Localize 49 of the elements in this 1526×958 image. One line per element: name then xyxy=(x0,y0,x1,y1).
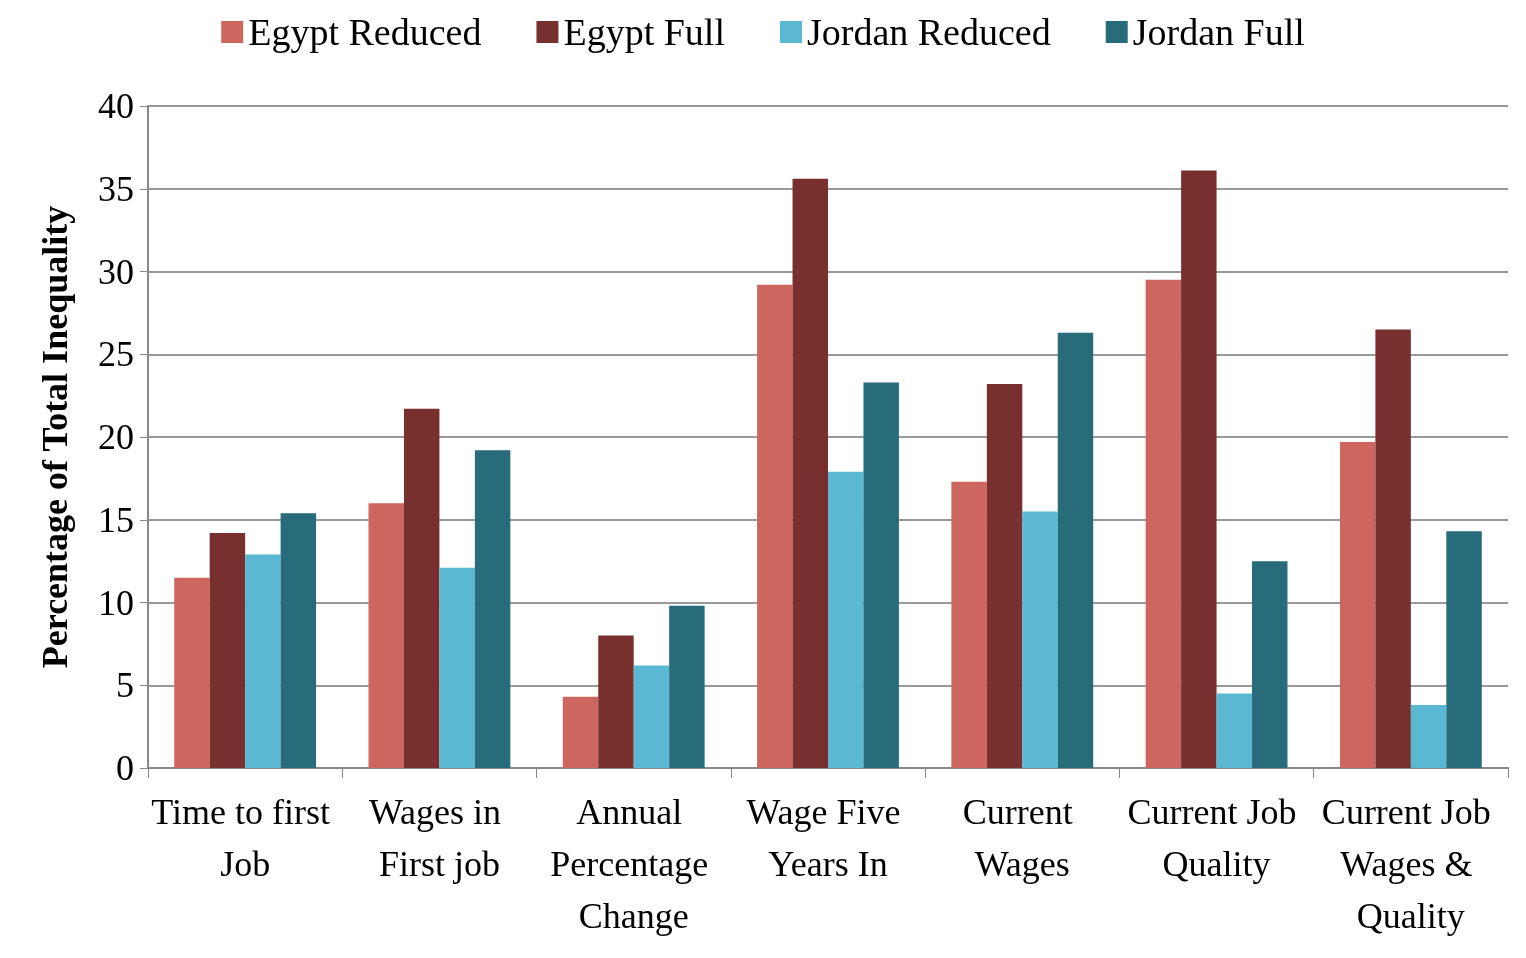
bar xyxy=(1375,329,1411,768)
bar xyxy=(1252,561,1288,768)
bar xyxy=(439,567,475,768)
bar xyxy=(1339,441,1376,768)
y-tick-label: 15 xyxy=(98,499,134,540)
bar xyxy=(174,577,210,768)
y-tick-label: 25 xyxy=(98,334,134,375)
legend-label: Egypt Reduced xyxy=(248,11,482,53)
y-tick-label: 35 xyxy=(98,168,134,209)
legend-label: Jordan Reduced xyxy=(806,11,1051,53)
x-tick-label: Current Job Wages & Quality xyxy=(1321,792,1500,936)
y-tick-label: 0 xyxy=(116,748,134,788)
bar xyxy=(1446,531,1482,768)
y-tick-label: 5 xyxy=(116,665,134,706)
y-tick-label: 40 xyxy=(98,86,134,126)
bar xyxy=(245,554,281,768)
bar xyxy=(633,665,670,768)
bar xyxy=(403,408,440,768)
legend-label: Jordan Full xyxy=(1132,11,1305,53)
bar xyxy=(598,635,634,768)
bar xyxy=(828,471,864,768)
bar xyxy=(1022,511,1058,768)
x-tick-label: Time to first Job xyxy=(151,792,339,884)
bar xyxy=(474,450,511,768)
bar xyxy=(757,284,793,768)
bar xyxy=(1216,693,1253,768)
y-axis-title: Percentage of Total Inequality xyxy=(35,205,75,669)
x-tick-label: Wages in First job xyxy=(368,792,510,884)
bar xyxy=(986,384,1023,768)
x-tick-label: Annual Percentage Change xyxy=(550,792,718,936)
x-tick-label: Current Wages xyxy=(962,792,1082,884)
bar xyxy=(1057,332,1094,768)
bar xyxy=(951,481,987,768)
bar xyxy=(1410,705,1447,768)
x-tick-label: Current Job Quality xyxy=(1127,792,1306,884)
bar xyxy=(792,178,828,768)
x-tick-label: Wage Five Years In xyxy=(746,792,910,884)
bar xyxy=(669,605,705,768)
bar xyxy=(863,382,899,768)
bar xyxy=(368,503,404,768)
bar xyxy=(280,513,317,768)
legend-label: Egypt Full xyxy=(563,11,725,53)
bar xyxy=(1145,279,1182,768)
y-tick-label: 20 xyxy=(98,417,134,457)
bar xyxy=(562,696,599,768)
y-tick-label: 10 xyxy=(98,582,134,623)
bar xyxy=(209,532,246,768)
bar xyxy=(1181,170,1217,768)
y-tick-label: 30 xyxy=(98,251,134,292)
